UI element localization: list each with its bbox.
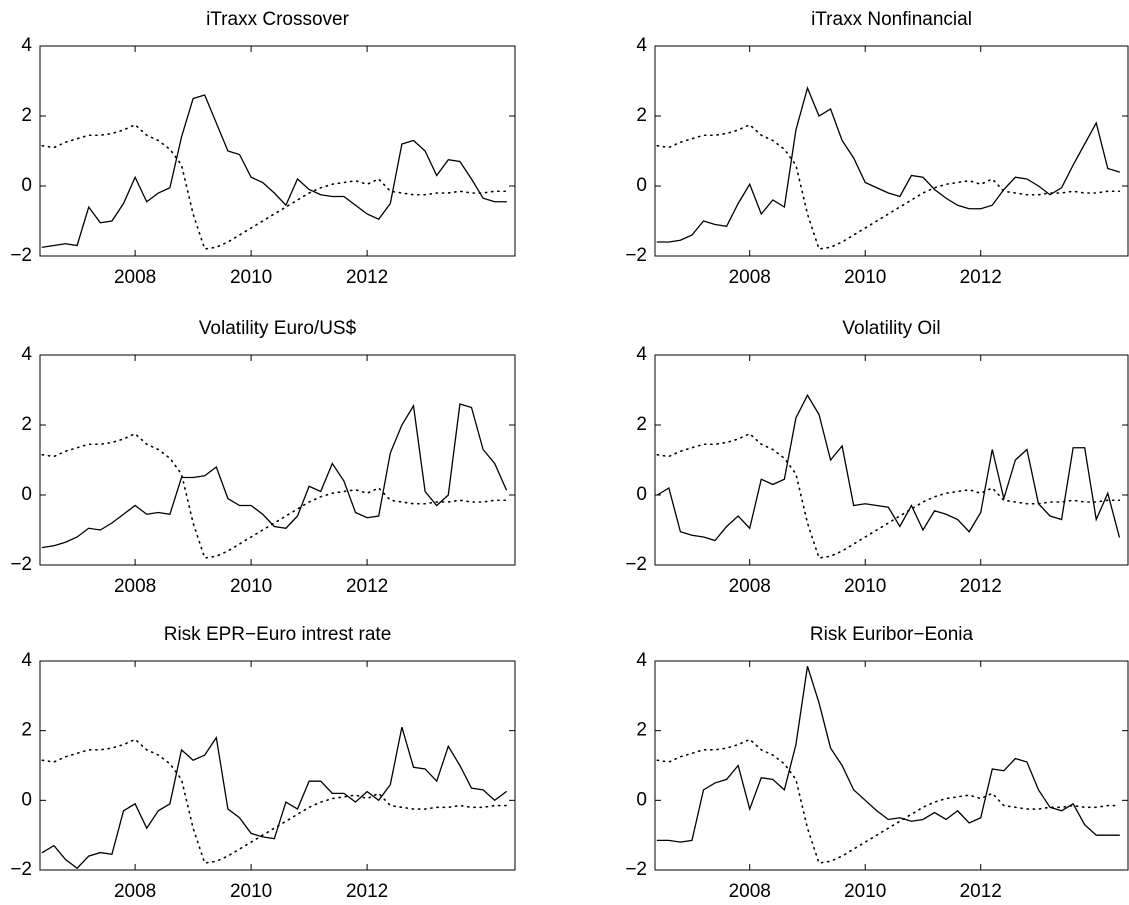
x-tick-label: 2012 [960, 881, 1002, 902]
subplot: Volatility Oil −2 0 2 4 2008 2010 2012 [625, 318, 1129, 597]
axes-frame [654, 354, 1129, 566]
series-line [656, 666, 1120, 843]
series-line [41, 403, 507, 549]
y-tick-label: 2 [21, 414, 32, 435]
series-line [41, 738, 508, 864]
x-tick-label: 2012 [960, 576, 1002, 597]
series-line [41, 726, 507, 870]
series-line [41, 432, 508, 559]
subplot-title: iTraxx Crossover [206, 9, 350, 30]
y-tick-label: −2 [10, 245, 32, 266]
axes-frame [39, 660, 516, 871]
x-tick-label: 2012 [346, 267, 388, 288]
series-line [656, 123, 1121, 250]
subplot-title: Risk EPR−Euro intrest rate [164, 624, 392, 645]
x-tick-label: 2012 [346, 881, 388, 902]
x-tick-label: 2008 [729, 267, 771, 288]
x-tick-label: 2008 [114, 576, 156, 597]
series-line [656, 738, 1121, 864]
y-tick-label: 0 [21, 175, 32, 196]
y-tick-label: 2 [636, 414, 647, 435]
x-tick-label: 2012 [960, 267, 1002, 288]
y-tick-label: 4 [636, 35, 647, 56]
series-line [656, 432, 1121, 559]
axes-frame [654, 660, 1129, 871]
x-tick-label: 2008 [729, 576, 771, 597]
x-tick-label: 2008 [729, 881, 771, 902]
subplot: Risk EPR−Euro intrest rate −2 0 2 4 2008 2010 2… [10, 624, 516, 902]
subplot-title: Volatility Euro/US$ [199, 318, 357, 339]
y-tick-label: −2 [10, 859, 32, 880]
subplot-title: iTraxx Nonfinancial [811, 9, 972, 30]
x-tick-label: 2012 [346, 576, 388, 597]
subplot: iTraxx Nonfinancial −2 0 2 4 2008 2010 2012 [625, 9, 1129, 288]
series-line [656, 85, 1120, 243]
y-tick-label: 4 [636, 344, 647, 365]
subplot: iTraxx Crossover −2 0 2 4 2008 2010 2012 [10, 9, 516, 288]
y-tick-label: 0 [636, 175, 647, 196]
series-line [41, 123, 508, 250]
series-line [656, 393, 1120, 542]
y-tick-label: −2 [625, 859, 647, 880]
x-tick-label: 2008 [114, 881, 156, 902]
subplot-title: Volatility Oil [842, 318, 940, 339]
y-tick-label: 0 [21, 484, 32, 505]
y-tick-label: −2 [625, 245, 647, 266]
y-tick-label: 0 [21, 789, 32, 810]
subplot: Volatility Euro/US$ −2 0 2 4 2008 2010 2012 [10, 318, 516, 597]
x-tick-label: 2010 [230, 576, 272, 597]
y-tick-label: 2 [636, 105, 647, 126]
y-tick-label: 0 [636, 484, 647, 505]
x-tick-label: 2010 [230, 267, 272, 288]
series-line [41, 94, 507, 248]
x-tick-label: 2008 [114, 267, 156, 288]
subplot-title: Risk Euribor−Eonia [810, 624, 974, 645]
x-tick-label: 2010 [844, 881, 886, 902]
y-tick-label: 0 [636, 789, 647, 810]
axes-frame [39, 354, 516, 566]
y-tick-label: 2 [21, 105, 32, 126]
y-tick-label: −2 [625, 554, 647, 575]
y-tick-label: 4 [21, 650, 32, 671]
y-tick-label: 2 [21, 720, 32, 741]
x-tick-label: 2010 [230, 881, 272, 902]
subplot: Risk Euribor−Eonia −2 0 2 4 2008 2010 2012 [625, 624, 1129, 902]
x-tick-label: 2010 [844, 576, 886, 597]
y-tick-label: 4 [21, 344, 32, 365]
axes-frame [39, 45, 516, 257]
x-tick-label: 2010 [844, 267, 886, 288]
y-tick-label: 4 [636, 650, 647, 671]
y-tick-label: 4 [21, 35, 32, 56]
y-tick-label: 2 [636, 720, 647, 741]
axes-frame [654, 45, 1129, 257]
y-tick-label: −2 [10, 554, 32, 575]
